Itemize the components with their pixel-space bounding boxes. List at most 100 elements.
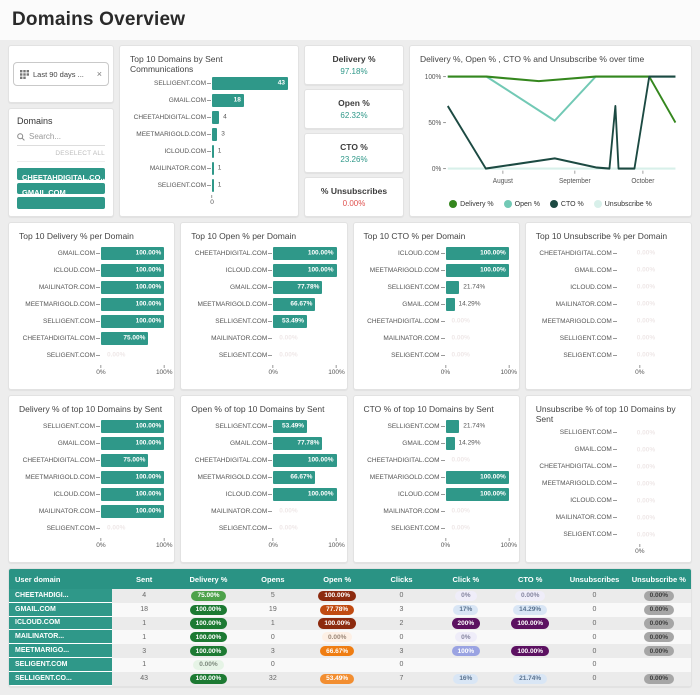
bar[interactable] (212, 178, 214, 192)
tick-dash (440, 337, 446, 339)
bar[interactable]: 100.00% (445, 263, 509, 277)
bar[interactable]: 53.49% (273, 419, 308, 433)
bar-category-label: ICLOUD.COM (397, 249, 440, 257)
table-header-cell[interactable]: CTO % (517, 574, 543, 584)
bar-category-label: GMAIL.COM (574, 446, 612, 454)
bar-row: SELIGENT.COM 0.00% (19, 520, 164, 537)
table-cell-domain[interactable]: GMAIL.COM (9, 602, 112, 617)
table-cell-domain[interactable]: MEETMARIGO... (9, 644, 112, 658)
bar-category-label: SELLIGENT.COM (215, 317, 268, 325)
bar[interactable]: 18 (212, 93, 244, 107)
x-axis: 0% (618, 364, 681, 378)
bar[interactable]: 77.78% (273, 436, 323, 450)
bar[interactable]: 100.00% (445, 487, 509, 501)
bar-plot: 0.00% (618, 443, 681, 456)
table-cell-unsubscribe: 0.00% (627, 673, 691, 684)
bar[interactable] (445, 419, 460, 433)
table-header-cell[interactable]: Open % (323, 574, 352, 584)
bar[interactable] (445, 280, 460, 294)
table-header-cell[interactable]: Clicks (390, 574, 413, 584)
bar[interactable] (212, 127, 218, 141)
chart-title: Unsubscribe % of top 10 Domains by Sent (535, 404, 676, 425)
bar-plot: 0.00% (618, 426, 681, 439)
table-cell-domain[interactable]: CHEETAHDIGI... (9, 589, 112, 603)
table-cell-domain[interactable]: SELIGENT.COM (9, 657, 112, 672)
legend-item[interactable]: Open % (503, 200, 540, 208)
bar[interactable] (212, 144, 214, 158)
bar-plot: 100.00% (101, 487, 165, 501)
bar[interactable]: 53.49% (273, 314, 308, 328)
bar-row: MAILINATOR.COM 100.00% (19, 279, 165, 296)
bar[interactable]: 75.00% (101, 331, 149, 345)
bar[interactable] (212, 110, 220, 124)
bar[interactable]: 100.00% (445, 470, 509, 484)
bar[interactable] (445, 436, 455, 450)
table-cell-domain[interactable]: MAILINATOR... (9, 630, 112, 645)
bar[interactable]: 100.00% (101, 280, 165, 294)
tick-dash (267, 425, 273, 427)
bar[interactable]: 100.00% (101, 297, 165, 311)
table-header-cell[interactable]: Click % (452, 574, 480, 584)
legend-item[interactable]: Unsubscribe % (593, 200, 652, 208)
table-cell-domain[interactable]: SELLIGENT.CO... (9, 671, 112, 686)
table-header-cell[interactable]: Delivery % (189, 574, 228, 584)
bar-chart-delivery-per-domain: GMAIL.COM 100.00% ICLOUD.COM 100.00% MAILINA… (19, 241, 173, 381)
search-input[interactable] (29, 132, 105, 141)
bar[interactable]: 100.00% (273, 263, 337, 277)
selected-domain-chip[interactable]: CHEETAHDIGITAL.CO... (17, 168, 105, 180)
table-cell-delivery: 100.00% (176, 673, 240, 684)
deselect-all-button[interactable]: DESELECT ALL (17, 146, 105, 162)
bar[interactable]: 100.00% (101, 487, 165, 501)
bar[interactable]: 77.78% (273, 280, 323, 294)
date-range-chip[interactable]: Last 90 days ... × (13, 62, 109, 86)
table-cell-unsubscribes: 0 (592, 592, 597, 600)
legend-item[interactable]: CTO % (549, 200, 584, 208)
selected-domain-chip-partial[interactable] (17, 197, 105, 209)
bar-value-label: 100.00% (480, 473, 506, 481)
table-cell-domain[interactable]: ICLOUD.COM (9, 616, 112, 631)
bar-row: MAILINATOR.COM 0.00% (536, 296, 681, 313)
bar[interactable]: 100.00% (273, 246, 337, 260)
bar[interactable]: 100.00% (101, 263, 165, 277)
table-cell-open: 100.00% (305, 590, 369, 601)
bar[interactable]: 100.00% (273, 487, 337, 501)
bar[interactable]: 66.67% (273, 470, 316, 484)
table-cell-open: 53.49% (305, 673, 369, 684)
bar[interactable]: 100.00% (101, 314, 165, 328)
table-cell-cto: 14.29% (498, 604, 562, 615)
bar[interactable]: 100.00% (445, 246, 509, 260)
close-icon[interactable]: × (96, 68, 102, 79)
bar-value-label: 0.00% (279, 524, 298, 532)
table-cell-delivery: 100.00% (176, 618, 240, 629)
bar-value-label: 100.00% (135, 507, 162, 515)
bar[interactable] (212, 161, 214, 175)
bar[interactable]: 66.67% (273, 297, 316, 311)
bar-row: CHEETAHDIGITAL.COM 0.00% (536, 458, 681, 475)
table-header-cell[interactable]: Opens (261, 574, 285, 584)
bar[interactable] (445, 297, 455, 311)
bar-plot: 0.00% (273, 505, 336, 518)
bar[interactable]: 43 (212, 76, 288, 90)
x-axis: 0% (618, 544, 681, 557)
table-header-cell[interactable]: Unsubscribes (569, 574, 620, 584)
bar[interactable]: 100.00% (101, 470, 165, 484)
bar-value-label: 0.00% (636, 300, 656, 308)
bar[interactable]: 75.00% (101, 453, 149, 467)
bar-plot: 4 (212, 110, 288, 124)
table-header-cell[interactable]: Unsubscribe % (631, 574, 686, 584)
bar[interactable]: 100.00% (101, 419, 165, 433)
panel-unsubscribe-per-domain: Top 10 Unsubscribe % per Domain CHEETAHD… (524, 222, 692, 390)
bar-row: MAILINATOR.COM 0.00% (364, 503, 509, 520)
status-pill: 100.00% (189, 618, 228, 629)
table-header-cell[interactable]: Sent (136, 574, 153, 584)
table-header-cell[interactable]: User domain (15, 574, 61, 584)
bar[interactable]: 100.00% (101, 504, 165, 518)
bar-category-label: MAILINATOR.COM (211, 334, 268, 342)
legend-item[interactable]: Delivery % (449, 200, 494, 208)
selected-domain-chip[interactable]: GMAIL.COM (17, 182, 105, 195)
bar[interactable]: 100.00% (101, 246, 165, 260)
bar[interactable]: 100.00% (101, 436, 165, 450)
table-cell-cto: 100.00% (498, 618, 562, 629)
bar[interactable]: 100.00% (273, 453, 337, 467)
tick-mark (272, 537, 274, 541)
